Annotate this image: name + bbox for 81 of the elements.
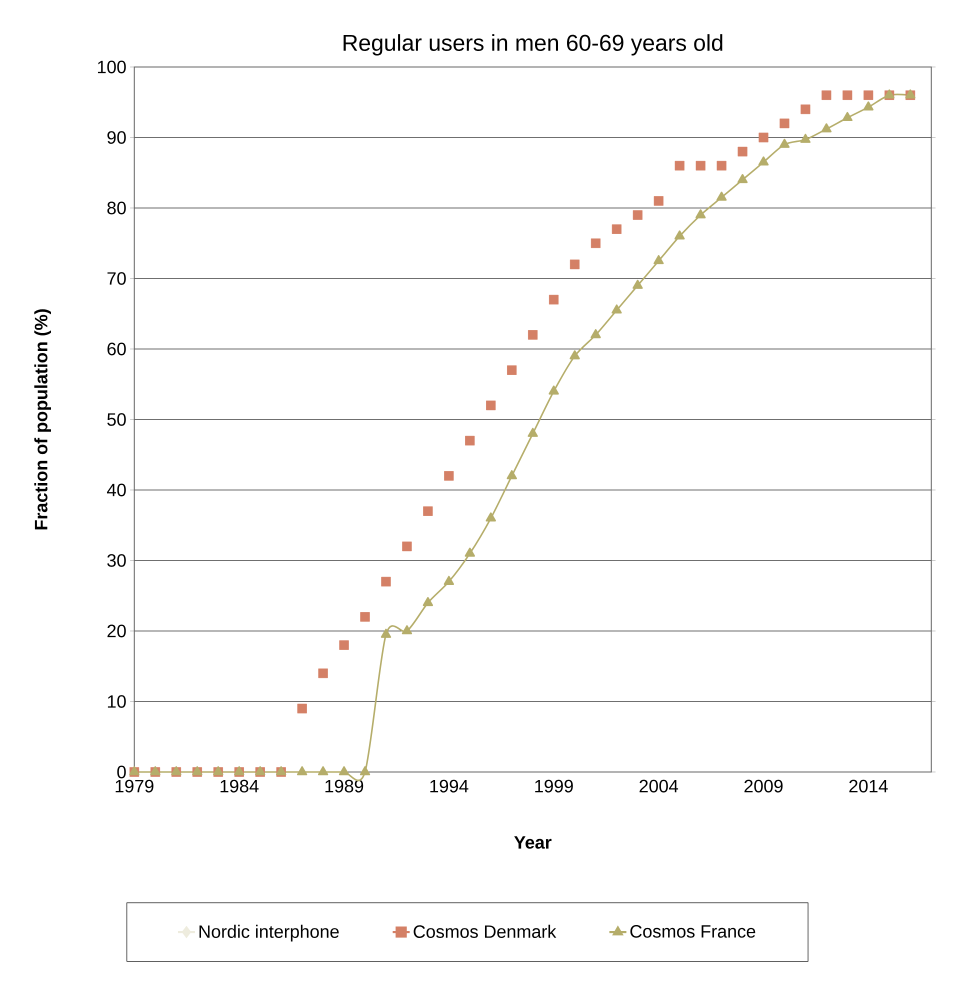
point <box>318 668 328 678</box>
point <box>569 350 580 360</box>
point <box>402 625 412 634</box>
point <box>548 385 559 395</box>
y-tick-label: 80 <box>107 202 126 214</box>
point <box>360 612 370 622</box>
x-axis-title: Year <box>514 836 552 849</box>
point <box>528 428 538 437</box>
point <box>842 90 852 100</box>
point <box>590 329 601 338</box>
point <box>738 146 748 156</box>
point <box>780 118 790 128</box>
point <box>338 766 350 776</box>
point <box>821 90 832 100</box>
point <box>821 123 832 132</box>
point <box>444 471 454 481</box>
point <box>716 192 727 201</box>
point <box>486 400 496 410</box>
point <box>444 576 454 585</box>
point <box>422 596 433 606</box>
point <box>654 196 664 206</box>
point <box>716 160 726 170</box>
point <box>842 112 852 122</box>
x-tick-label: 1984 <box>220 780 258 792</box>
point <box>632 210 642 220</box>
y-tick-label: 50 <box>107 413 126 426</box>
point <box>380 628 391 638</box>
x-tick-label: 1994 <box>430 780 468 792</box>
point <box>339 640 349 650</box>
point <box>758 156 769 166</box>
point <box>695 209 706 218</box>
point <box>548 294 558 304</box>
point <box>506 470 517 480</box>
y-tick-label: 10 <box>108 695 126 708</box>
point <box>422 506 433 516</box>
point <box>381 576 391 586</box>
point <box>800 104 810 114</box>
y-tick-label: 0 <box>117 766 126 778</box>
point <box>674 230 685 240</box>
point <box>653 255 664 264</box>
x-tick-label: 1989 <box>325 780 363 792</box>
x-tick-label: 2014 <box>849 780 888 792</box>
point <box>674 160 684 170</box>
point <box>296 766 308 776</box>
legend-label: Cosmos France <box>630 925 756 938</box>
point <box>696 160 706 170</box>
point <box>800 134 810 143</box>
point <box>863 90 874 100</box>
point <box>464 436 475 446</box>
y-tick-label: 100 <box>98 60 126 74</box>
point <box>464 548 475 557</box>
y-tick-label: 60 <box>107 342 126 356</box>
point <box>570 260 580 270</box>
point <box>360 766 370 776</box>
legend-label: Nordic interphone <box>199 924 339 942</box>
y-tick-label: 40 <box>106 484 126 496</box>
point <box>737 174 748 184</box>
point <box>758 132 768 142</box>
point <box>506 365 516 375</box>
point <box>611 304 622 314</box>
x-tick-label: 1999 <box>535 780 573 792</box>
y-tick-label: 90 <box>107 131 126 144</box>
point <box>632 280 643 289</box>
point <box>779 138 790 148</box>
point <box>590 238 600 248</box>
point <box>612 224 622 234</box>
x-tick-label: 2004 <box>639 780 678 792</box>
chart-title: Regular users in men 60-69 years old <box>343 34 722 56</box>
point <box>402 542 412 552</box>
point <box>528 330 538 340</box>
point <box>863 101 874 110</box>
legend-label: Cosmos Denmark <box>414 924 556 938</box>
point <box>486 512 496 522</box>
y-axis-title: Fraction of population (%) <box>34 309 51 530</box>
x-tick-label: 1979 <box>116 780 154 792</box>
y-tick-label: 30 <box>107 554 126 567</box>
point <box>318 766 328 776</box>
point <box>297 704 307 714</box>
y-tick-label: 20 <box>107 624 126 638</box>
x-tick-label: 2009 <box>744 780 782 792</box>
y-tick-label: 70 <box>107 272 126 285</box>
